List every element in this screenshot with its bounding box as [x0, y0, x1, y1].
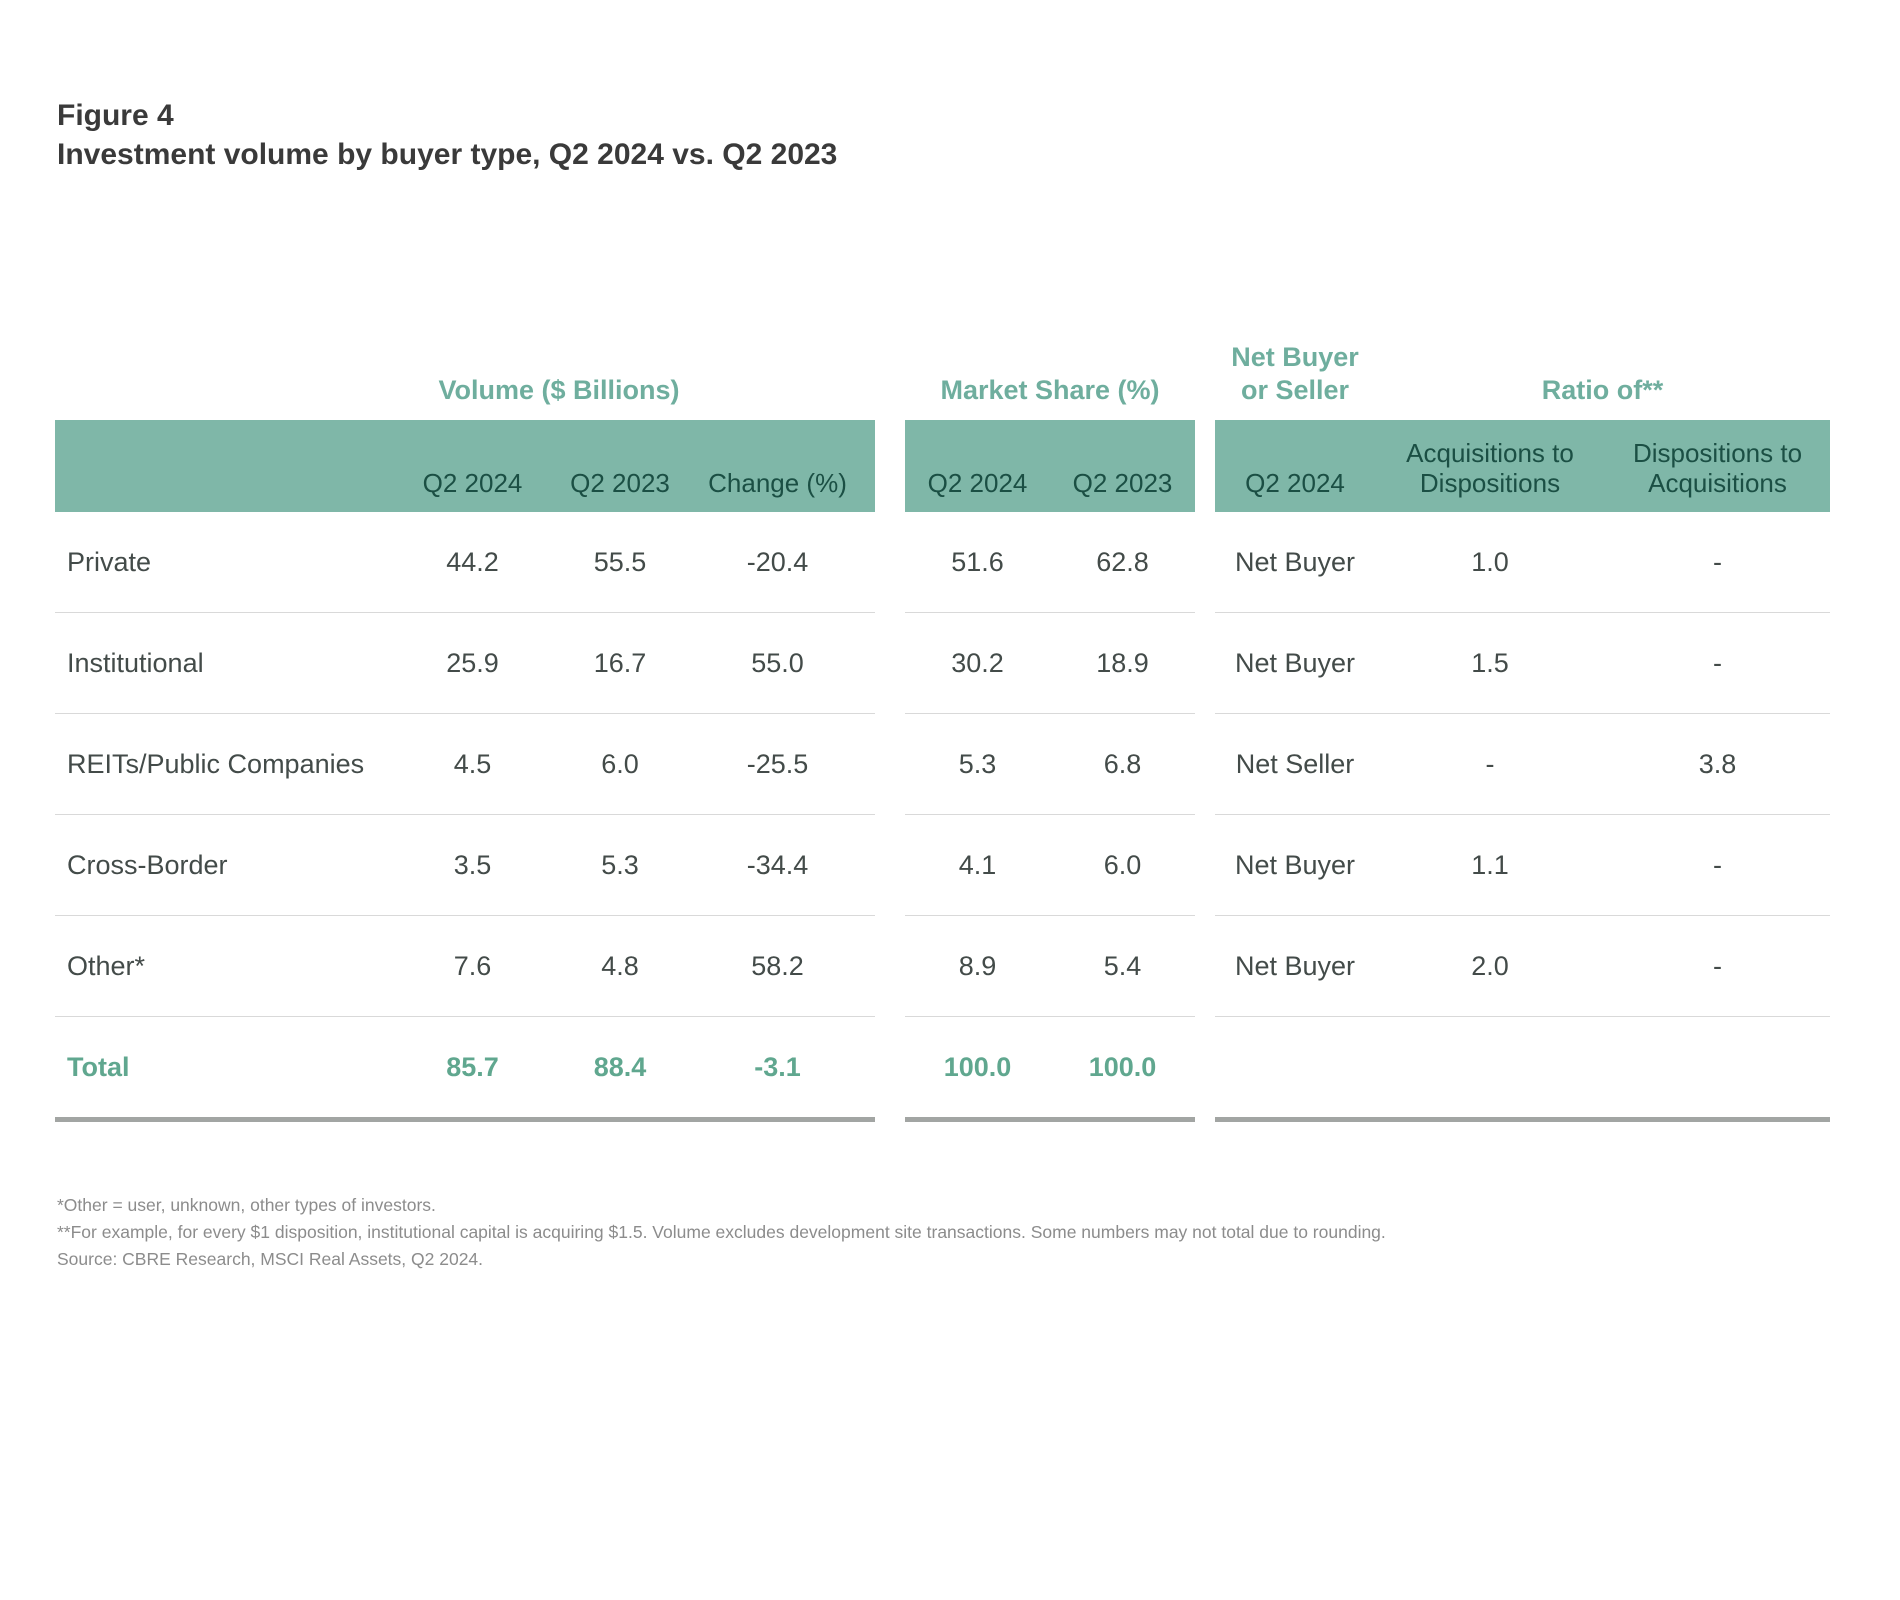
table-row: Net Buyer 1.1 -: [1215, 815, 1830, 916]
table-cell: -34.4: [746, 849, 809, 880]
ratio-group-header-label: Ratio of**: [1541, 375, 1664, 406]
net-buyer-ratio-group-header: Net Buyer or Seller Ratio of**: [1215, 330, 1830, 420]
table-cell: 55.5: [593, 546, 647, 577]
table-row: 30.2 18.9: [905, 613, 1195, 714]
market-share-group-header-label: Market Share (%): [940, 375, 1160, 406]
table-cell: -3.1: [754, 1051, 801, 1082]
table-cell: 3.8: [1698, 748, 1737, 779]
table-cell: 58.2: [751, 950, 804, 981]
table-cell: 6.0: [601, 748, 639, 779]
column-header-change: Change (%): [708, 468, 847, 499]
table-cell: 25.9: [446, 647, 499, 678]
table-cell: 18.9: [1096, 647, 1149, 678]
table-cell: 5.4: [1103, 950, 1142, 981]
table-cell: 2.0: [1471, 950, 1509, 981]
market-share-group-header: Market Share (%): [905, 330, 1195, 420]
column-header-q2-2023: Q2 2023: [1072, 468, 1173, 499]
volume-group-header-label: Volume ($ Billions): [438, 375, 680, 406]
table-cell: 5.3: [601, 849, 639, 880]
column-header-acquisitions-to-dispositions: Acquisitions to Dispositions: [1406, 438, 1574, 499]
table-cell: 6.8: [1103, 748, 1142, 779]
row-label: REITs/Public Companies: [67, 748, 365, 779]
table-cell: 4.5: [453, 748, 492, 779]
column-header-q2-2024: Q2 2024: [1245, 468, 1345, 499]
net-buyer-ratio-header-row: Q2 2024 Acquisitions to Dispositions Dis…: [1215, 420, 1830, 512]
table-row: 5.3 6.8: [905, 714, 1195, 815]
column-header-q2-2023: Q2 2023: [570, 468, 670, 499]
table-cell: -25.5: [746, 748, 809, 779]
table-cell: 4.1: [958, 849, 997, 880]
table-cell: 6.0: [1103, 849, 1142, 880]
table-cell: 62.8: [1096, 546, 1149, 577]
table-row: Institutional 25.9 16.7 55.0: [55, 613, 875, 714]
buyer-type-table: Volume ($ Billions) Q2 2024 Q2 2023 Chan…: [55, 330, 1830, 1122]
table-cell: -20.4: [746, 546, 809, 577]
table-row: Cross-Border 3.5 5.3 -34.4: [55, 815, 875, 916]
row-label: Institutional: [67, 647, 204, 678]
table-cell: 30.2: [951, 647, 1004, 678]
table-cell: 44.2: [446, 546, 499, 577]
table-cell: 100.0: [943, 1051, 1012, 1082]
table-cell: 1.0: [1471, 546, 1509, 577]
table-row: Net Buyer 2.0 -: [1215, 916, 1830, 1017]
net-buyer-group-header-label: Net Buyer or Seller: [1231, 341, 1359, 406]
figure-label: Figure 4: [57, 99, 174, 132]
column-header-q2-2024: Q2 2024: [927, 468, 1028, 499]
column-header-dispositions-to-acquisitions: Dispositions to Acquisitions: [1632, 438, 1803, 499]
figure-title-block: Figure 4 Investment volume by buyer type…: [57, 96, 837, 174]
net-buyer-seller-cell: Net Seller: [1235, 748, 1355, 779]
table-row: Private 44.2 55.5 -20.4: [55, 512, 875, 613]
table-row: REITs/Public Companies 4.5 6.0 -25.5: [55, 714, 875, 815]
table-cell: -: [1713, 647, 1722, 678]
table-cell: 8.9: [958, 950, 997, 981]
table-cell: -: [1485, 748, 1495, 779]
table-cell: 4.8: [601, 950, 639, 981]
net-buyer-seller-cell: Net Buyer: [1234, 849, 1356, 880]
table-cell: 88.4: [593, 1051, 647, 1082]
total-row: 100.0 100.0: [905, 1017, 1195, 1122]
figure-title: Investment volume by buyer type, Q2 2024…: [57, 138, 838, 171]
table-cell: 51.6: [951, 546, 1004, 577]
footnotes: *Other = user, unknown, other types of i…: [57, 1192, 1386, 1273]
table-cell: 7.6: [453, 950, 492, 981]
table-cell: 85.7: [446, 1051, 499, 1082]
footnote-ratio-explanation: **For example, for every $1 disposition,…: [57, 1222, 1386, 1242]
net-buyer-seller-cell: Net Buyer: [1234, 546, 1356, 577]
total-row: Total 85.7 88.4 -3.1: [55, 1017, 875, 1122]
table-row: 4.1 6.0: [905, 815, 1195, 916]
row-label: Cross-Border: [67, 849, 228, 880]
net-buyer-seller-cell: Net Buyer: [1234, 647, 1356, 678]
table-cell: 5.3: [958, 748, 997, 779]
total-row: [1215, 1017, 1830, 1122]
table-row: Other* 7.6 4.8 58.2: [55, 916, 875, 1017]
market-share-header-row: Q2 2024 Q2 2023: [905, 420, 1195, 512]
net-buyer-ratio-section: Net Buyer or Seller Ratio of** Q2 2024 A…: [1215, 330, 1830, 1122]
table-row: Net Seller - 3.8: [1215, 714, 1830, 815]
table-cell: 100.0: [1088, 1051, 1157, 1082]
volume-group-header: Volume ($ Billions): [55, 330, 875, 420]
volume-header-row: Q2 2024 Q2 2023 Change (%): [55, 420, 875, 512]
row-label: Other*: [67, 950, 146, 981]
table-cell: -: [1713, 849, 1722, 880]
table-cell: -: [1713, 546, 1722, 577]
table-row: 51.6 62.8: [905, 512, 1195, 613]
table-row: Net Buyer 1.5 -: [1215, 613, 1830, 714]
net-buyer-seller-cell: Net Buyer: [1234, 950, 1356, 981]
table-row: 8.9 5.4: [905, 916, 1195, 1017]
table-cell: 3.5: [453, 849, 492, 880]
row-label: Private: [67, 546, 152, 577]
market-share-section: Market Share (%) Q2 2024 Q2 2023 51.6 62…: [905, 330, 1195, 1122]
footnote-source: Source: CBRE Research, MSCI Real Assets,…: [57, 1249, 484, 1269]
table-cell: -: [1713, 950, 1722, 981]
total-label: Total: [67, 1051, 130, 1082]
table-row: Net Buyer 1.0 -: [1215, 512, 1830, 613]
footnote-other-definition: *Other = user, unknown, other types of i…: [57, 1195, 436, 1215]
column-header-q2-2024: Q2 2024: [422, 468, 523, 499]
volume-section: Volume ($ Billions) Q2 2024 Q2 2023 Chan…: [55, 330, 875, 1122]
table-cell: 1.5: [1471, 647, 1509, 678]
table-cell: 55.0: [751, 647, 804, 678]
table-cell: 16.7: [593, 647, 647, 678]
table-cell: 1.1: [1471, 849, 1509, 880]
